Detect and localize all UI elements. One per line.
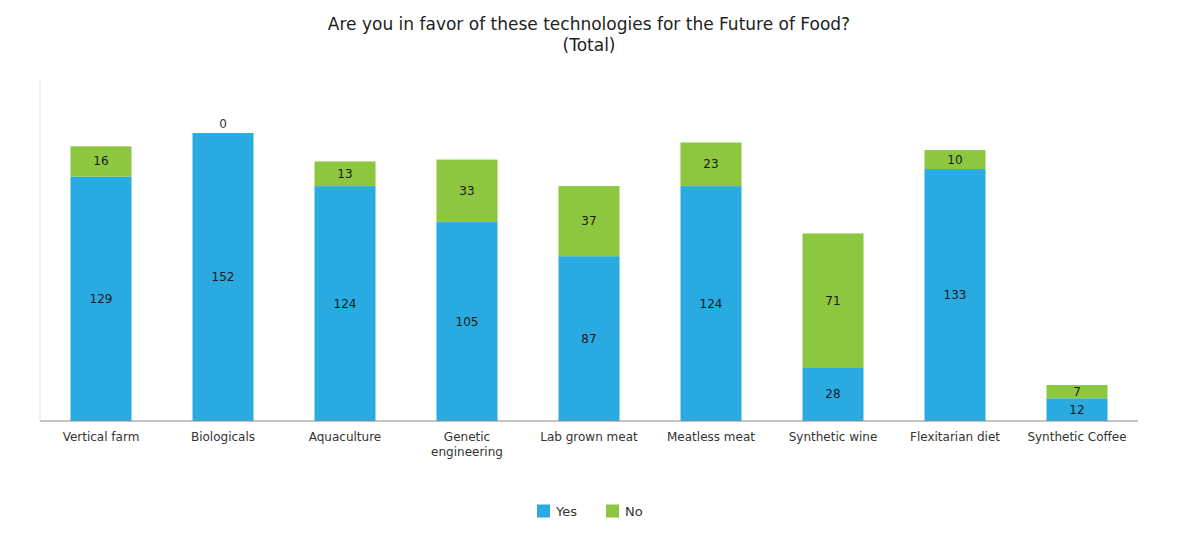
x-tick-label: Aquaculture [309, 430, 381, 444]
data-label: 10 [947, 153, 962, 167]
text-line: (Total) [563, 35, 616, 55]
x-tick-label: Meatless meat [667, 430, 755, 444]
data-label: 12 [1069, 403, 1084, 417]
text-line: Meatless meat [667, 430, 755, 444]
data-label: 33 [459, 184, 474, 198]
x-tick-label: Lab grown meat [540, 430, 638, 444]
bar-segment [803, 233, 864, 368]
data-label: 13 [337, 167, 352, 181]
legend-swatch [606, 505, 619, 518]
text-line: Synthetic Coffee [1027, 430, 1126, 444]
x-tick-label: Synthetic wine [789, 430, 878, 444]
text-line: Genetic [444, 430, 490, 444]
data-label: 129 [90, 292, 113, 306]
bar-segment [803, 368, 864, 421]
data-label: 152 [212, 270, 235, 284]
legend: Yes No [537, 504, 643, 519]
chart-container: Are you in favor of these technologies f… [0, 0, 1178, 536]
bar-segment [193, 133, 254, 421]
data-label: 105 [456, 315, 479, 329]
text-line: Biologicals [191, 430, 255, 444]
bar-segment [71, 146, 132, 176]
text-line: Flexitarian diet [910, 430, 1000, 444]
text-line: Vertical farm [63, 430, 140, 444]
data-label: 23 [703, 157, 718, 171]
data-label: 124 [700, 297, 723, 311]
x-tick-label: Geneticengineering [431, 430, 503, 459]
bar-segment [437, 222, 498, 421]
data-label: 16 [93, 154, 108, 168]
bar-segment [315, 161, 376, 186]
data-label: 87 [581, 332, 596, 346]
data-label: 37 [581, 214, 596, 228]
bar-segment [193, 133, 254, 134]
x-tick-label: Biologicals [191, 430, 255, 444]
x-tick-label: Flexitarian diet [910, 430, 1000, 444]
text-line: engineering [431, 445, 503, 459]
bar-segment [437, 160, 498, 223]
bar-segment [71, 177, 132, 421]
bar-segment [559, 256, 620, 421]
title: Are you in favor of these technologies f… [328, 14, 850, 55]
data-label: 0 [219, 117, 227, 131]
bar-segment [681, 143, 742, 187]
text-line: Aquaculture [309, 430, 381, 444]
legend-label: No [625, 504, 643, 519]
bar-segment [681, 186, 742, 421]
x-axis-line [40, 421, 1138, 422]
y-axis-line [40, 80, 41, 421]
text-line: Synthetic wine [789, 430, 878, 444]
data-label: 71 [825, 294, 840, 308]
bar-segment [315, 186, 376, 421]
x-ticks: Vertical farm Biologicals Aquaculture Genet… [63, 430, 1127, 459]
bar-segment [1047, 385, 1108, 398]
bar-segment [925, 150, 986, 169]
legend-label: Yes [555, 504, 577, 519]
text-line: Lab grown meat [540, 430, 638, 444]
bar-segment [925, 169, 986, 421]
text-line: Are you in favor of these technologies f… [328, 14, 850, 34]
data-label: 133 [944, 288, 967, 302]
x-tick-label: Vertical farm [63, 430, 140, 444]
data-labels: 129 152 124 105 87 124 28 133 12 16 0 13 33 37 23 71 10 7 [90, 117, 1085, 417]
data-label: 124 [334, 297, 357, 311]
bar-segment [1047, 398, 1108, 421]
bar-segment [559, 186, 620, 256]
data-label: 28 [825, 387, 840, 401]
x-tick-label: Synthetic Coffee [1027, 430, 1126, 444]
bars [71, 133, 1108, 421]
legend-swatch [537, 505, 550, 518]
chart: Are you in favor of these technologies f… [0, 0, 1178, 536]
data-label: 7 [1073, 385, 1081, 399]
